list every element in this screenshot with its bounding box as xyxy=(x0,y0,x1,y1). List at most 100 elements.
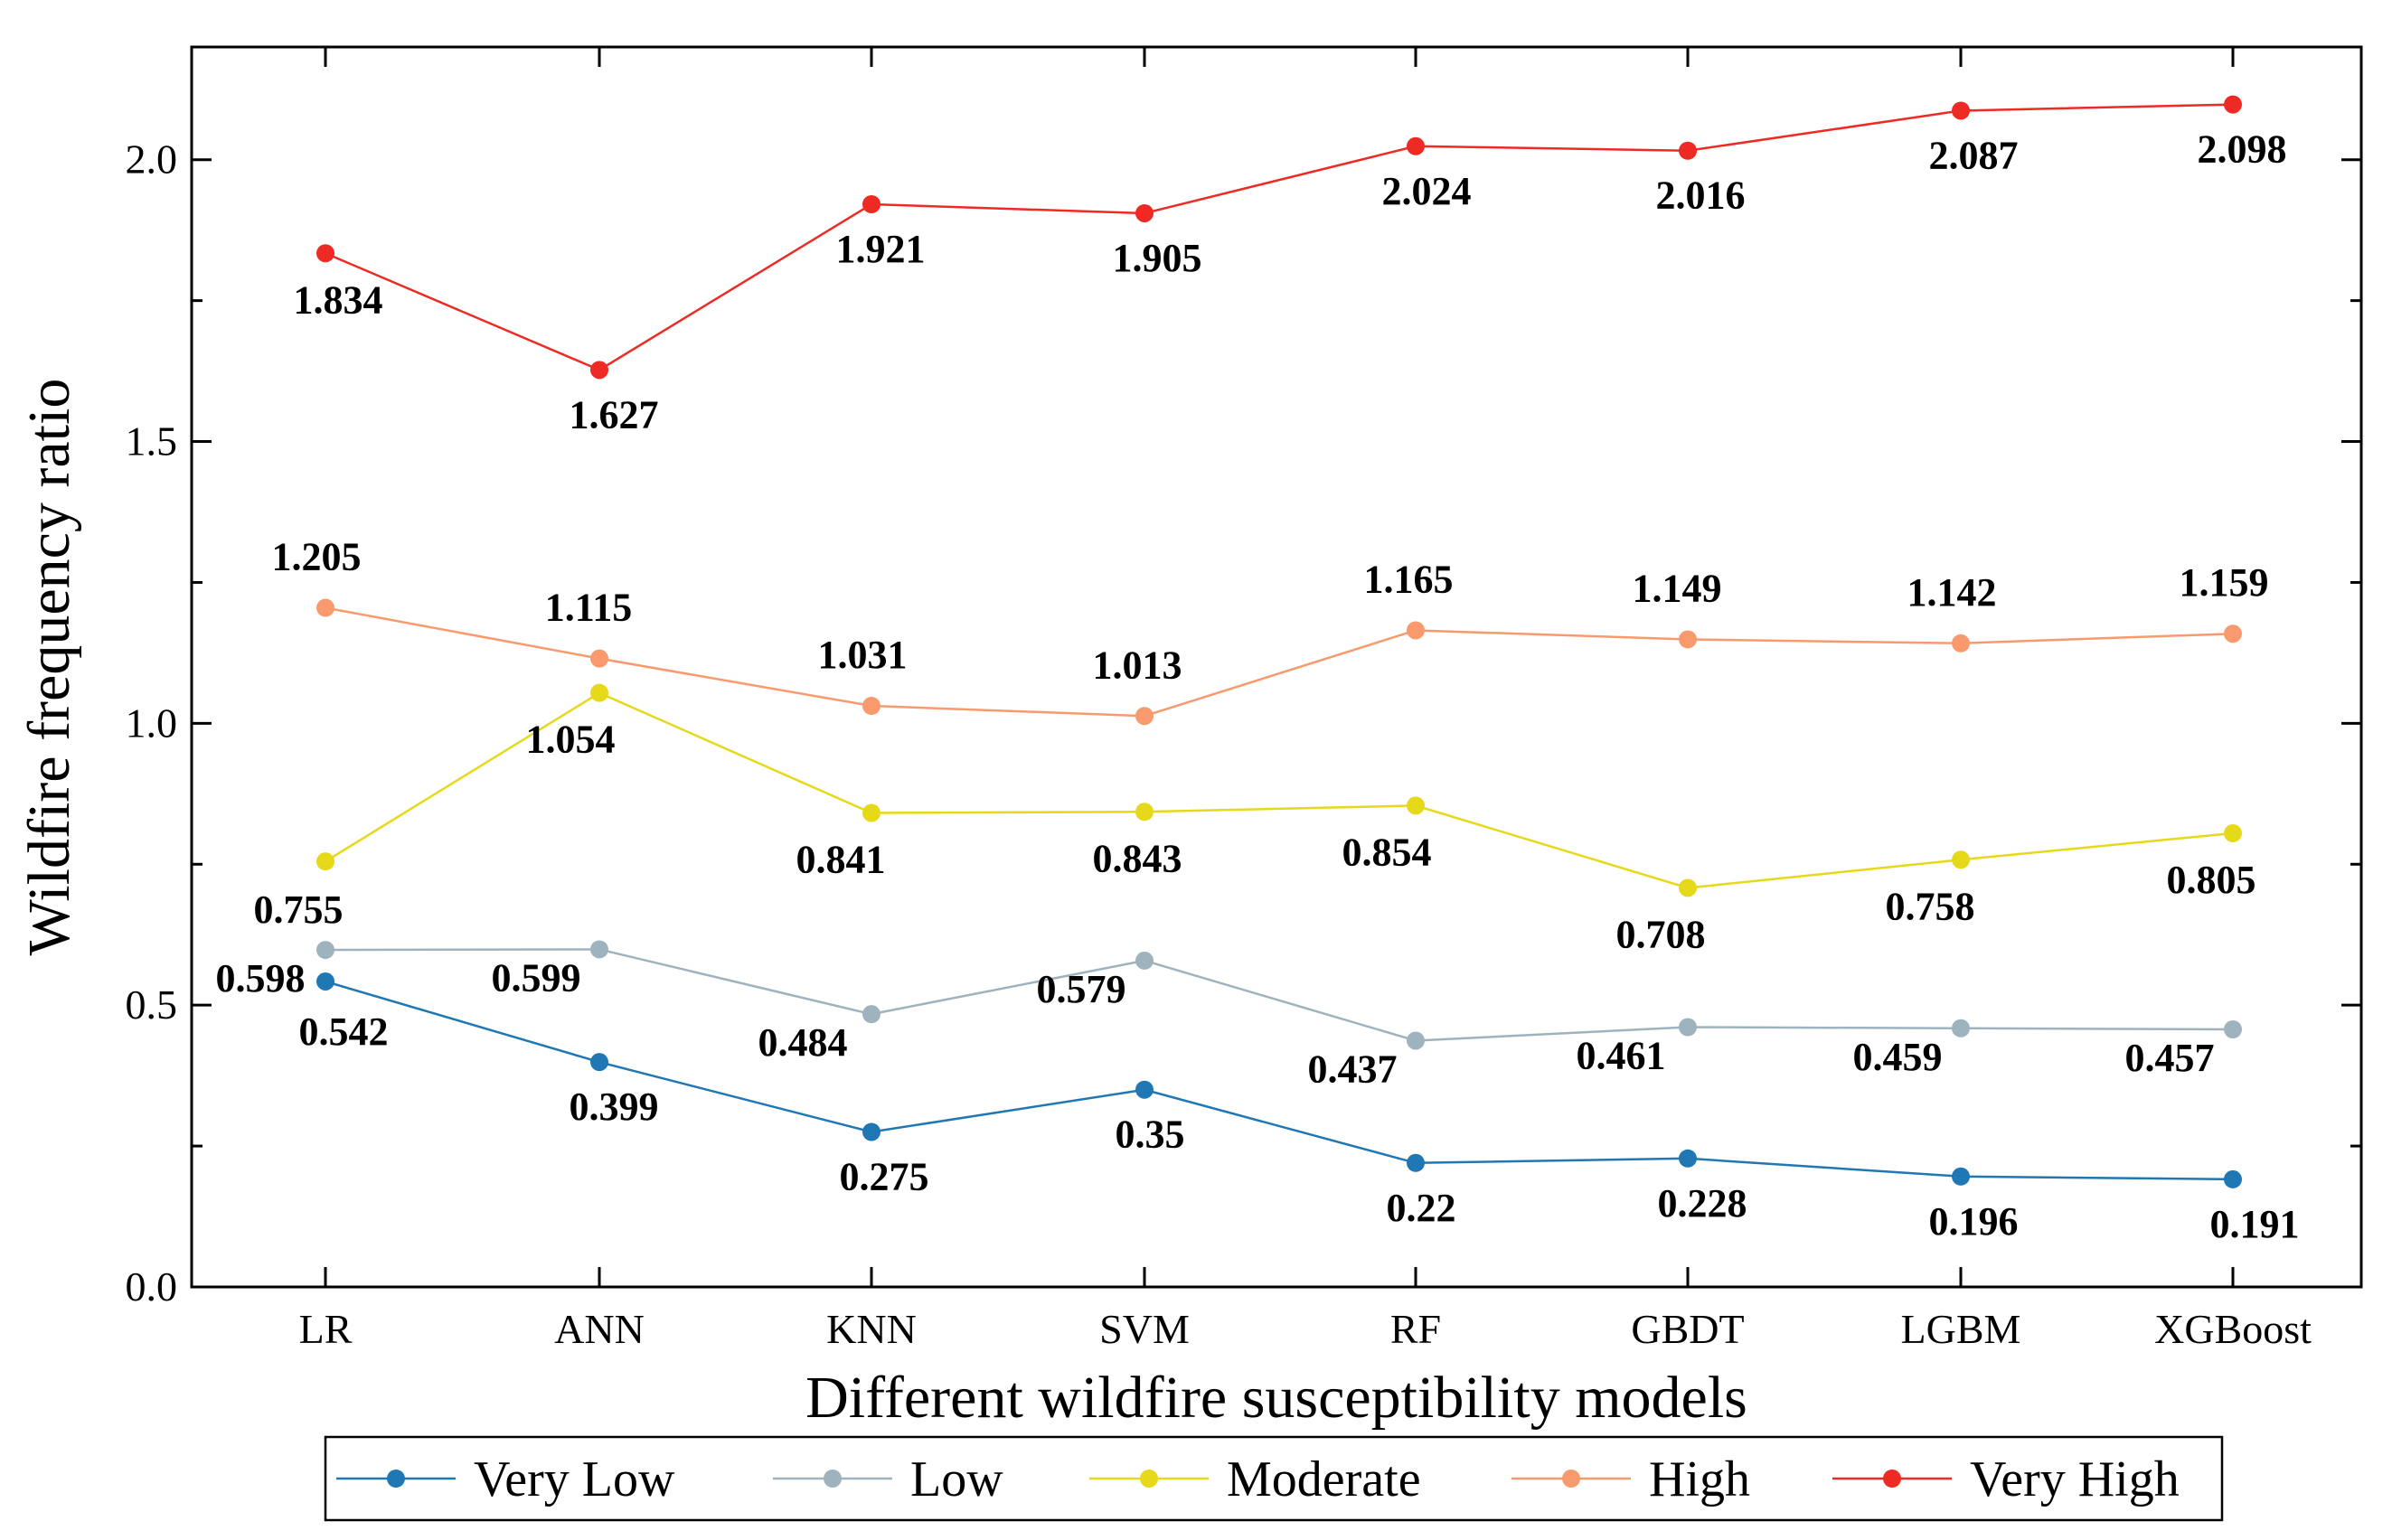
data-label-low: 0.579 xyxy=(1037,967,1126,1011)
data-point-high xyxy=(1952,634,1970,653)
data-point-very-high xyxy=(316,244,334,263)
legend-label: Moderate xyxy=(1227,1451,1421,1507)
data-point-very-low xyxy=(316,972,334,991)
data-point-moderate xyxy=(862,803,881,822)
data-label-very-high: 2.016 xyxy=(1656,174,1746,218)
data-point-very-high xyxy=(1407,136,1425,155)
data-point-moderate xyxy=(1407,796,1425,815)
data-point-moderate xyxy=(2224,823,2242,842)
data-label-moderate: 0.755 xyxy=(254,887,344,932)
legend-label: High xyxy=(1649,1451,1750,1507)
data-point-very-low xyxy=(1407,1153,1425,1172)
x-tick-label: SVM xyxy=(1099,1306,1190,1352)
data-label-high: 1.013 xyxy=(1093,643,1182,687)
data-label-very-low: 0.22 xyxy=(1387,1186,1456,1230)
x-tick-label: RF xyxy=(1390,1306,1441,1352)
data-label-very-high: 1.834 xyxy=(294,277,383,322)
data-label-very-low: 0.542 xyxy=(299,1009,389,1054)
data-label-low: 0.461 xyxy=(1577,1034,1666,1078)
data-label-moderate: 0.708 xyxy=(1616,912,1706,956)
series-line-very-high xyxy=(325,103,2234,371)
data-label-high: 1.031 xyxy=(818,633,908,677)
data-label-high: 1.159 xyxy=(2180,560,2269,605)
data-point-low xyxy=(316,941,334,960)
data-point-very-low xyxy=(1135,1080,1154,1099)
data-point-very-low xyxy=(1952,1167,1970,1186)
data-point-very-high xyxy=(862,194,881,213)
y-tick-label: 1.5 xyxy=(126,418,178,465)
data-label-low: 0.459 xyxy=(1853,1035,1943,1079)
data-point-high xyxy=(2224,624,2242,643)
data-label-very-low: 0.275 xyxy=(840,1155,929,1199)
legend-label: Very Low xyxy=(474,1451,675,1507)
data-point-very-high xyxy=(590,361,608,380)
data-point-moderate xyxy=(1952,850,1970,869)
data-point-moderate xyxy=(1679,878,1697,897)
series-line-moderate xyxy=(325,691,2234,889)
data-point-high xyxy=(1135,707,1154,726)
legend-label: Very High xyxy=(1970,1451,2180,1507)
y-tick-label: 0.5 xyxy=(126,981,178,1028)
x-tick-label: XGBoost xyxy=(2154,1306,2312,1352)
data-label-low: 0.598 xyxy=(216,956,306,1000)
data-label-moderate: 1.054 xyxy=(526,718,616,762)
data-label-low: 0.457 xyxy=(2125,1036,2215,1080)
series-line-high xyxy=(325,606,2234,718)
series-line-very-low xyxy=(325,980,2234,1181)
data-label-very-high: 2.087 xyxy=(1929,133,2019,177)
data-point-low xyxy=(1135,951,1154,970)
data-label-low: 0.484 xyxy=(758,1020,848,1065)
data-label-high: 1.149 xyxy=(1633,566,1722,610)
data-label-very-low: 0.191 xyxy=(2210,1202,2300,1246)
data-point-very-high xyxy=(1952,101,1970,120)
data-label-moderate: 0.843 xyxy=(1093,836,1182,880)
data-point-high xyxy=(862,697,881,716)
data-point-low xyxy=(862,1005,881,1024)
data-point-low xyxy=(1952,1019,1970,1038)
data-point-very-low xyxy=(590,1053,608,1072)
data-label-very-low: 0.228 xyxy=(1658,1181,1747,1225)
data-point-moderate xyxy=(590,683,608,702)
x-tick-label: LGBM xyxy=(1901,1306,2021,1352)
series-line-low xyxy=(325,948,2234,1042)
data-label-low: 0.437 xyxy=(1308,1047,1398,1091)
data-label-low: 0.599 xyxy=(492,955,581,1000)
data-label-moderate: 0.805 xyxy=(2167,858,2256,902)
data-label-very-low: 0.196 xyxy=(1929,1199,2019,1244)
data-label-very-low: 0.399 xyxy=(570,1085,659,1129)
data-label-high: 1.142 xyxy=(1907,570,1997,615)
y-tick-label: 1.0 xyxy=(126,700,178,746)
data-label-moderate: 0.841 xyxy=(796,838,886,882)
legend-label: Low xyxy=(910,1451,1003,1507)
data-point-very-low xyxy=(862,1122,881,1141)
data-point-very-low xyxy=(1679,1149,1697,1168)
data-label-very-high: 1.905 xyxy=(1113,236,1202,280)
x-tick-label: GBDT xyxy=(1631,1306,1744,1352)
data-point-very-high xyxy=(1679,141,1697,160)
x-tick-label: ANN xyxy=(554,1306,645,1352)
data-label-very-high: 2.024 xyxy=(1382,169,1472,213)
y-tick-label: 0.0 xyxy=(126,1263,178,1310)
data-point-low xyxy=(1407,1031,1425,1050)
x-axis-title: Different wildfire susceptibility models xyxy=(805,1365,1747,1431)
data-label-very-high: 1.627 xyxy=(570,392,659,437)
plot-frame xyxy=(190,45,2363,1289)
legend-marker xyxy=(1140,1470,1158,1488)
data-label-very-high: 2.098 xyxy=(2198,127,2287,172)
data-label-moderate: 0.758 xyxy=(1886,884,1975,928)
data-point-very-low xyxy=(2224,1169,2242,1188)
data-point-high xyxy=(1407,621,1425,640)
data-label-high: 1.115 xyxy=(545,586,633,630)
data-point-high xyxy=(1679,630,1697,649)
legend-marker xyxy=(1883,1470,1901,1488)
data-point-moderate xyxy=(1135,803,1154,822)
data-point-low xyxy=(2224,1019,2242,1038)
x-tick-label: KNN xyxy=(826,1306,917,1352)
data-point-very-high xyxy=(1135,203,1154,222)
x-tick-label: LR xyxy=(299,1306,353,1352)
data-point-very-high xyxy=(2224,95,2242,114)
data-point-moderate xyxy=(316,852,334,871)
data-point-high xyxy=(590,649,608,668)
data-label-high: 1.165 xyxy=(1364,557,1454,601)
